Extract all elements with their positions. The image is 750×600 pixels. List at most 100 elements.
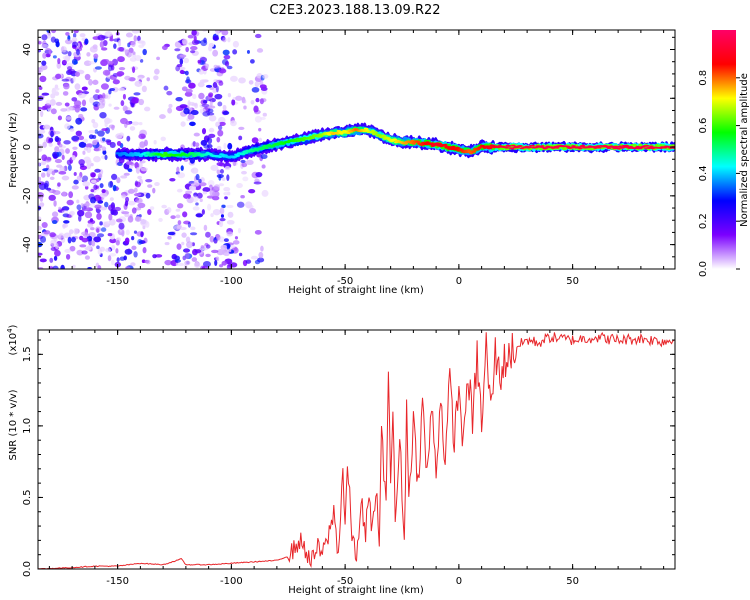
spectrogram-noise-cell <box>38 106 43 110</box>
spectrogram-noise-cell <box>117 56 125 63</box>
spectrogram-ridge-cell <box>580 144 586 147</box>
spectrogram-noise-cell <box>187 221 192 228</box>
colorbar: 0.0 0.2 0.4 0.6 0.8 Normalized spectral ampl… <box>698 30 750 277</box>
spectrogram-noise-cell <box>60 46 67 53</box>
spectrogram-noise-cell <box>202 100 208 104</box>
spectrogram-noise-cell <box>226 219 235 225</box>
spectrogram-noise-cell <box>152 187 156 194</box>
spectrogram-noise-cell <box>248 189 256 194</box>
spectrogram-ridge <box>115 122 675 164</box>
spectrogram-noise-cell <box>198 178 202 184</box>
spectrogram-noise-cell <box>65 253 71 260</box>
spectrogram-noise-cell <box>76 204 82 211</box>
spectrogram-noise-cell <box>81 86 88 91</box>
spectrogram-noise-cell <box>96 228 100 233</box>
spectrogram-noise-cell <box>64 39 73 45</box>
spectrogram-noise-cell <box>53 255 58 261</box>
spectrogram-noise-cell <box>231 99 236 106</box>
spectrogram-noise-cell <box>122 105 128 112</box>
spectrogram-noise-cell <box>255 97 260 103</box>
spectrogram-noise-cell <box>223 142 227 150</box>
spectrogram-noise-cell <box>60 108 68 112</box>
spectrogram-noise-cell <box>49 266 54 269</box>
spectrogram-noise-cell <box>237 227 241 234</box>
spectrogram-ridge-cell <box>554 146 560 149</box>
spectrogram-noise-cell <box>222 49 230 56</box>
spectrogram-noise-cell <box>118 222 125 230</box>
spectrogram-noise-cell <box>108 124 116 129</box>
spectrogram-noise-cell <box>221 177 226 182</box>
spectrogram-noise-cell <box>84 73 91 81</box>
spectrogram-noise-cell <box>212 49 219 57</box>
colorbar-ticks: 0.0 0.2 0.4 0.6 0.8 <box>698 70 740 277</box>
x-tick-label: 0 <box>456 276 462 287</box>
spectrogram-noise-cell <box>118 87 125 92</box>
spectrogram-noise-cell <box>234 236 239 240</box>
spectrogram-panel: -150 -100 -50 0 50 -40 -20 0 20 40 Height of str… <box>8 29 676 296</box>
spectrogram-noise-cell <box>141 85 147 93</box>
spectrogram-noise-cell <box>65 31 70 36</box>
y-tick-label: 0 <box>22 144 33 150</box>
spectrogram-noise-cell <box>216 169 221 175</box>
spectrogram-noise-cell <box>254 115 262 123</box>
spectrogram-noise-cell <box>55 137 62 143</box>
spectrogram-noise-cell <box>51 170 56 176</box>
spectrogram-noise-cell <box>111 173 118 181</box>
spectrogram-noise-cell <box>198 69 204 75</box>
spectrogram-noise-cell <box>116 177 121 184</box>
spectrogram-noise-cell <box>219 169 224 174</box>
spectrogram-noise-cell <box>61 210 69 214</box>
spectrogram-noise-cell <box>179 69 185 74</box>
spectrogram-noise-cell <box>96 233 105 238</box>
spectrogram-noise-cell <box>61 191 67 197</box>
spectrogram-noise-cell <box>100 227 107 232</box>
x-tick-label: 50 <box>566 276 579 287</box>
spectrogram-noise-cell <box>99 111 107 119</box>
spectrogram-noise-cell <box>92 140 98 146</box>
spectrogram-noise-cell <box>67 236 72 244</box>
spectrogram-noise-cell <box>217 129 224 137</box>
spectrogram-noise-cell <box>161 45 168 51</box>
spectrogram-noise-cell <box>251 137 259 144</box>
spectrogram-noise-cell <box>44 180 50 188</box>
spectrogram-noise-cell <box>121 194 127 199</box>
spectrogram-noise-cell <box>127 188 135 194</box>
spectrogram-noise-cell <box>88 130 96 134</box>
spectrogram-noise-cell <box>111 58 118 66</box>
spectrogram-noise-cell <box>121 229 125 237</box>
spectrogram-noise-cell <box>46 156 52 161</box>
spectrogram-noise-cell <box>93 184 98 191</box>
spectrogram-noise-cell <box>133 35 138 42</box>
spectrogram-noise-cell <box>39 196 43 202</box>
spectrogram-noise-cell <box>248 208 257 214</box>
spectrogram-ridge-cell <box>193 154 198 157</box>
spectrogram-noise-cell <box>96 245 100 250</box>
spectrogram-ridge-cell <box>373 131 378 134</box>
spectrogram-noise-cell <box>75 130 83 137</box>
spectrogram-noise-cell <box>135 207 142 211</box>
colorbar-gradient <box>712 30 736 269</box>
spectrogram-noise-cell <box>93 53 99 59</box>
spectrogram-noise-cell <box>203 224 208 231</box>
spectrogram-ridge-cell <box>518 144 523 147</box>
spectrogram-noise-cell <box>49 232 56 238</box>
spectrogram-noise-cell <box>124 200 129 207</box>
spectrogram-noise-cell <box>211 249 219 254</box>
spectrogram-noise-cell <box>137 202 146 209</box>
spectrogram-noise <box>38 30 269 269</box>
spectrogram-noise-cell <box>93 156 101 163</box>
snr-scale-exponent: 4 <box>6 328 14 333</box>
x-tick-label: -100 <box>220 576 243 587</box>
spectrogram-noise-cell <box>219 264 224 268</box>
spectrogram-noise-cell <box>69 128 75 132</box>
spectrogram-noise-cell <box>183 107 190 115</box>
spectrogram-noise-cell <box>69 245 76 252</box>
spectrogram-noise-cell <box>254 81 260 88</box>
spectrogram-noise-cell <box>75 117 83 125</box>
spectrogram-noise-cell <box>210 213 214 218</box>
spectrogram-noise-cell <box>52 265 59 269</box>
spectrogram-noise-cell <box>218 183 225 187</box>
spectrogram-noise-cell <box>191 30 197 36</box>
spectrogram-noise-cell <box>176 166 180 173</box>
spectrogram-noise-cell <box>253 181 262 185</box>
